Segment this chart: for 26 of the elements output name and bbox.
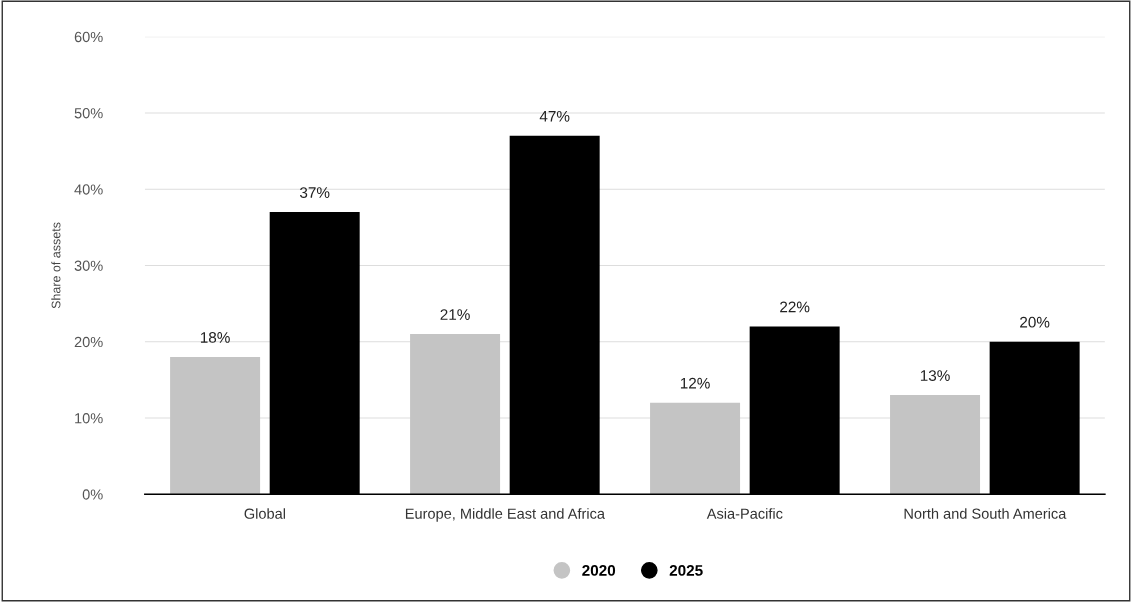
- text: 12%: [680, 377, 710, 389]
- y-axis-title: Share of assets: [51, 222, 61, 309]
- bar: [650, 402, 741, 495]
- bar: [170, 356, 261, 495]
- text: 21%: [440, 309, 470, 320]
- y-tick-label: 30%: [74, 260, 103, 271]
- y-tick-label: 40%: [74, 184, 103, 195]
- x-tick-label: Asia-Pacific: [706, 508, 783, 519]
- x-tick-label: Global: [244, 508, 285, 519]
- bar: [410, 334, 501, 495]
- text: 37%: [299, 187, 330, 198]
- text: 13%: [920, 370, 950, 381]
- y-tick-label: 0%: [82, 489, 103, 500]
- bar: [890, 395, 981, 495]
- legend-label: 2025: [669, 565, 703, 576]
- text: 47%: [539, 110, 570, 122]
- x-tick-label: Europe, Middle East and Africa: [405, 508, 605, 522]
- y-tick-label: 50%: [74, 108, 103, 119]
- text: 18%: [200, 332, 230, 343]
- text: 20%: [1020, 316, 1050, 328]
- legend-label: 2020: [582, 565, 616, 576]
- y-tick-label: 60%: [74, 31, 103, 43]
- x-tick-label: North and South America: [904, 508, 1067, 519]
- y-tick-label: 20%: [74, 336, 103, 348]
- y-tick-label: 10%: [75, 413, 103, 424]
- text: 22%: [780, 301, 810, 313]
